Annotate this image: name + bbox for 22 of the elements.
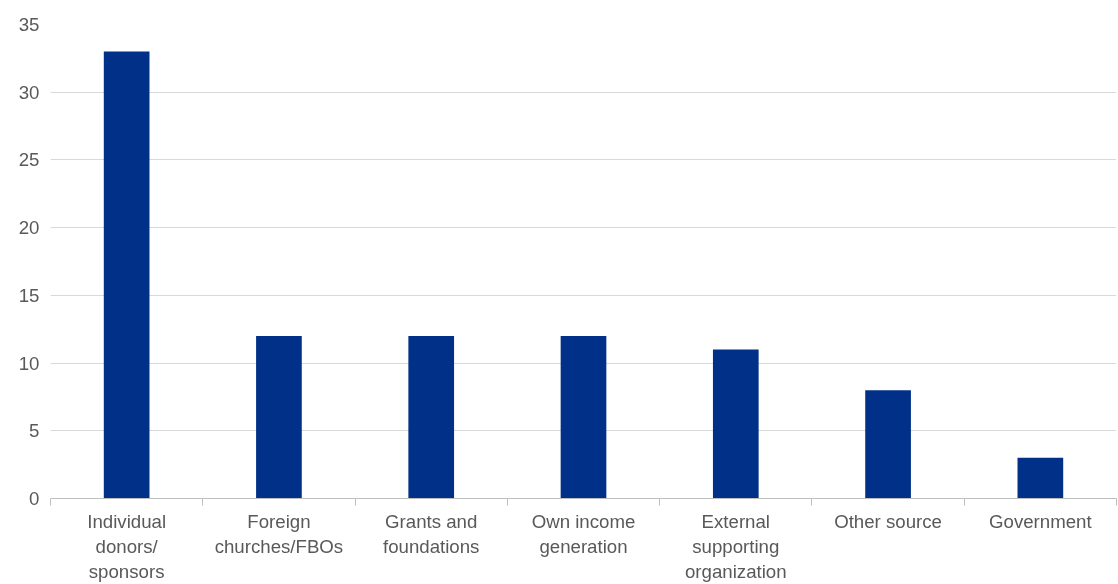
y-tick-label: 10 [18,352,40,374]
bar [408,335,455,499]
x-tick-label: Own income generation [531,510,636,557]
x-tick-label: External supporting organization [684,510,787,582]
bar [865,390,911,499]
x-tick-label: Foreign churches/FBOs [214,510,344,557]
y-tick-label: 0 [29,488,40,509]
y-tick-label: 25 [18,149,40,171]
x-tick-label: Government [989,510,1093,532]
y-tick-label: 15 [18,284,40,306]
x-tick-label: Grants and foundations [382,510,480,557]
y-tick-label: 20 [18,217,40,239]
y-tick-label: 30 [18,81,40,103]
bar [103,51,150,499]
y-tick-label: 35 [18,14,40,35]
y-tick-label: 5 [29,420,40,442]
x-tick-label: Other source [834,510,942,532]
bar [560,335,607,499]
bar [1017,457,1064,499]
bar [712,349,759,499]
x-tick-label: Individual donors/ sponsors [87,510,167,582]
bar [256,335,302,499]
